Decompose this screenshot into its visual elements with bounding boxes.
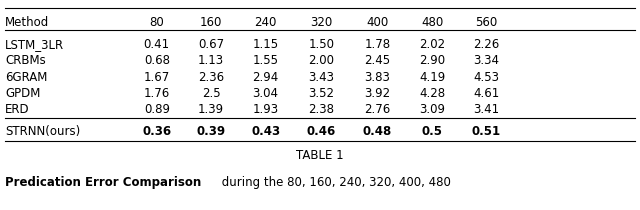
Text: 2.94: 2.94	[252, 71, 279, 84]
Text: 0.46: 0.46	[307, 125, 336, 138]
Text: 0.51: 0.51	[472, 125, 501, 138]
Text: 0.67: 0.67	[198, 38, 224, 51]
Text: 0.39: 0.39	[196, 125, 226, 138]
Text: 1.78: 1.78	[365, 38, 390, 51]
Text: 1.13: 1.13	[198, 54, 224, 67]
Text: 3.92: 3.92	[365, 87, 390, 100]
Text: 0.68: 0.68	[144, 54, 170, 67]
Text: 2.00: 2.00	[308, 54, 334, 67]
Text: 3.41: 3.41	[474, 103, 499, 116]
Text: 3.34: 3.34	[474, 54, 499, 67]
Text: 4.19: 4.19	[419, 71, 445, 84]
Text: 1.76: 1.76	[143, 87, 170, 100]
Text: 1.93: 1.93	[253, 103, 278, 116]
Text: 0.48: 0.48	[363, 125, 392, 138]
Text: 2.26: 2.26	[473, 38, 500, 51]
Text: 0.43: 0.43	[251, 125, 280, 138]
Text: 3.43: 3.43	[308, 71, 334, 84]
Text: 2.76: 2.76	[364, 103, 391, 116]
Text: 3.83: 3.83	[365, 71, 390, 84]
Text: 0.5: 0.5	[422, 125, 442, 138]
Text: Predication Error Comparison: Predication Error Comparison	[5, 176, 202, 189]
Text: 2.36: 2.36	[198, 71, 224, 84]
Text: 2.90: 2.90	[419, 54, 445, 67]
Text: 560: 560	[476, 16, 497, 29]
Text: 0.36: 0.36	[142, 125, 172, 138]
Text: 1.55: 1.55	[253, 54, 278, 67]
Text: TABLE 1: TABLE 1	[296, 149, 344, 162]
Text: 320: 320	[310, 16, 332, 29]
Text: 0.89: 0.89	[144, 103, 170, 116]
Text: 1.15: 1.15	[253, 38, 278, 51]
Text: 1.39: 1.39	[198, 103, 224, 116]
Text: 1.67: 1.67	[143, 71, 170, 84]
Text: 2.5: 2.5	[202, 87, 221, 100]
Text: ERD: ERD	[5, 103, 29, 116]
Text: 80: 80	[149, 16, 164, 29]
Text: 4.53: 4.53	[474, 71, 499, 84]
Text: 4.61: 4.61	[473, 87, 500, 100]
Text: 160: 160	[200, 16, 222, 29]
Text: 240: 240	[255, 16, 276, 29]
Text: during the 80, 160, 240, 320, 400, 480: during the 80, 160, 240, 320, 400, 480	[218, 176, 451, 189]
Text: 3.09: 3.09	[419, 103, 445, 116]
Text: 2.38: 2.38	[308, 103, 334, 116]
Text: LSTM_3LR: LSTM_3LR	[5, 38, 64, 51]
Text: 3.52: 3.52	[308, 87, 334, 100]
Text: 1.50: 1.50	[308, 38, 334, 51]
Text: Method: Method	[5, 16, 49, 29]
Text: 400: 400	[367, 16, 388, 29]
Text: 4.28: 4.28	[419, 87, 445, 100]
Text: STRNN(ours): STRNN(ours)	[5, 125, 81, 138]
Text: 3.04: 3.04	[253, 87, 278, 100]
Text: CRBMs: CRBMs	[5, 54, 46, 67]
Text: GPDM: GPDM	[5, 87, 40, 100]
Text: 2.02: 2.02	[419, 38, 445, 51]
Text: 480: 480	[421, 16, 443, 29]
Text: 6GRAM: 6GRAM	[5, 71, 47, 84]
Text: 0.41: 0.41	[144, 38, 170, 51]
Text: 2.45: 2.45	[365, 54, 390, 67]
